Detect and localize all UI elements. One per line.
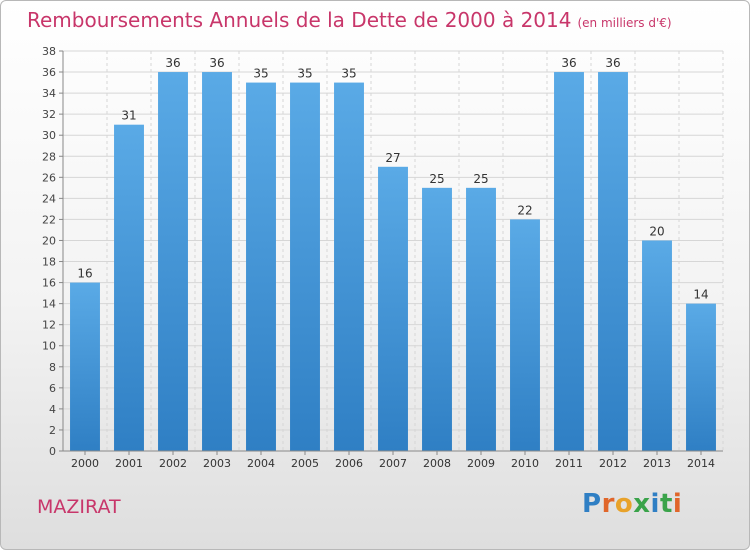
bar-value-label: 25 (473, 172, 488, 186)
logo-letter: x (633, 489, 651, 519)
x-tick-label: 2000 (71, 457, 99, 470)
bar-value-label: 36 (605, 56, 620, 70)
y-tick-label: 24 (42, 192, 56, 205)
y-tick-label: 20 (42, 234, 56, 247)
x-tick-label: 2009 (467, 457, 495, 470)
bar (158, 72, 188, 451)
x-tick-label: 2005 (291, 457, 319, 470)
bar-value-label: 16 (77, 267, 92, 281)
x-tick-label: 2013 (643, 457, 671, 470)
bar-value-label: 35 (297, 67, 312, 81)
x-tick-label: 2003 (203, 457, 231, 470)
bar (422, 187, 452, 451)
bar-value-label: 35 (253, 67, 268, 81)
y-tick-label: 10 (42, 340, 56, 353)
y-tick-label: 38 (42, 45, 56, 58)
logo-letter: o (614, 489, 634, 519)
bar-value-label: 31 (121, 109, 136, 123)
bar (334, 82, 364, 451)
y-tick-label: 26 (42, 171, 56, 184)
bar-value-label: 20 (649, 224, 664, 238)
proxiti-logo: Proxiti (582, 489, 682, 519)
bar-value-label: 22 (517, 203, 532, 217)
logo-letter: P (582, 489, 602, 519)
commune-name: MAZIRAT (37, 496, 121, 518)
bar (202, 72, 232, 451)
bar-value-label: 27 (385, 151, 400, 165)
x-tick-label: 2012 (599, 457, 627, 470)
y-tick-label: 14 (42, 298, 56, 311)
bar (246, 82, 276, 451)
y-tick-label: 12 (42, 319, 56, 332)
y-tick-label: 0 (49, 445, 56, 458)
x-tick-label: 2002 (159, 457, 187, 470)
y-tick-label: 4 (49, 403, 56, 416)
bar-value-label: 36 (561, 56, 576, 70)
bar-value-label: 14 (693, 288, 708, 302)
y-tick-label: 30 (42, 129, 56, 142)
y-tick-label: 28 (42, 150, 56, 163)
chart-title: Remboursements Annuels de la Dette de 20… (27, 8, 672, 32)
y-tick-label: 36 (42, 66, 56, 79)
y-tick-label: 6 (49, 382, 56, 395)
bar (598, 72, 628, 451)
logo-letter: t (659, 489, 673, 519)
logo-letter: i (650, 489, 660, 519)
y-tick-label: 34 (42, 87, 56, 100)
y-tick-label: 16 (42, 277, 56, 290)
bar (466, 187, 496, 451)
bar (510, 219, 540, 451)
y-tick-label: 18 (42, 256, 56, 269)
x-tick-label: 2010 (511, 457, 539, 470)
logo-letter: r (601, 489, 615, 519)
x-tick-label: 2004 (247, 457, 275, 470)
y-tick-label: 32 (42, 108, 56, 121)
x-tick-label: 2006 (335, 457, 363, 470)
bar (378, 166, 408, 451)
y-tick-label: 8 (49, 361, 56, 374)
bar (642, 240, 672, 451)
y-tick-label: 22 (42, 213, 56, 226)
x-tick-label: 2001 (115, 457, 143, 470)
y-tick-label: 2 (49, 424, 56, 437)
bar (114, 124, 144, 452)
x-tick-label: 2007 (379, 457, 407, 470)
x-tick-label: 2011 (555, 457, 583, 470)
bar (70, 282, 100, 451)
bar (290, 82, 320, 451)
bar-value-label: 35 (341, 67, 356, 81)
chart-title-text: Remboursements Annuels de la Dette de 20… (27, 8, 572, 32)
logo-letter: i (672, 489, 683, 519)
bar-value-label: 36 (165, 56, 180, 70)
bar (554, 72, 584, 451)
x-tick-label: 2014 (687, 457, 715, 470)
bar (686, 303, 716, 451)
x-tick-label: 2008 (423, 457, 451, 470)
bar-value-label: 25 (429, 172, 444, 186)
bar-value-label: 36 (209, 56, 224, 70)
chart-unit: (en milliers d'€) (577, 16, 672, 30)
